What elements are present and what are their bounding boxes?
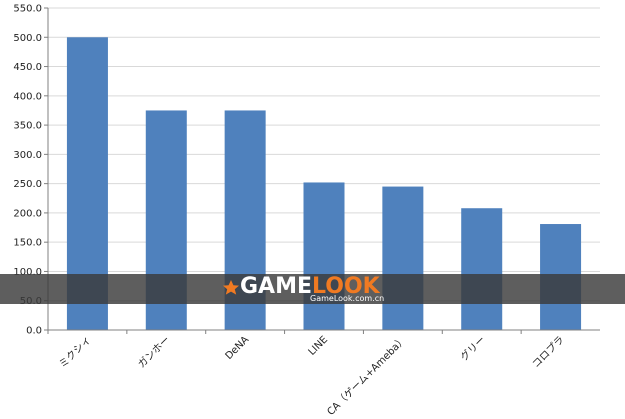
x-category-label: DeNA bbox=[224, 334, 252, 362]
y-tick-label: 550.0 bbox=[13, 4, 42, 15]
watermark-logo-game: GAME bbox=[240, 274, 312, 299]
y-tick-label: 350.0 bbox=[13, 121, 42, 132]
bar bbox=[461, 208, 503, 330]
y-tick-label: 150.0 bbox=[13, 238, 42, 249]
x-category-label: CA（ゲーム+Ameba） bbox=[325, 334, 409, 418]
y-tick-label: 500.0 bbox=[13, 33, 42, 44]
y-tick-label: 250.0 bbox=[13, 179, 42, 190]
y-tick-label: 400.0 bbox=[13, 91, 42, 102]
x-category-label: LINE bbox=[307, 334, 331, 358]
star-icon bbox=[223, 280, 239, 295]
y-tick-label: 200.0 bbox=[13, 208, 42, 219]
x-category-label: グリー bbox=[457, 333, 487, 363]
y-tick-label: 100.0 bbox=[13, 267, 42, 278]
bar bbox=[382, 186, 424, 330]
watermark-url: GameLook.com.cn bbox=[310, 294, 384, 303]
x-category-label: ガンホー bbox=[136, 334, 173, 371]
y-tick-label: 0.0 bbox=[26, 326, 42, 337]
watermark-band bbox=[0, 274, 625, 304]
bar bbox=[303, 182, 345, 330]
x-category-label: コロプラ bbox=[530, 334, 567, 371]
watermark-banner: GAMELOOK GameLook.com.cn bbox=[0, 274, 625, 304]
x-category-label: ミクシィ bbox=[57, 334, 94, 371]
watermark-logo: GAMELOOK bbox=[240, 274, 381, 299]
y-tick-label: 450.0 bbox=[13, 62, 42, 73]
watermark-logo-look: LOOK bbox=[312, 274, 381, 299]
y-tick-label: 300.0 bbox=[13, 150, 42, 161]
